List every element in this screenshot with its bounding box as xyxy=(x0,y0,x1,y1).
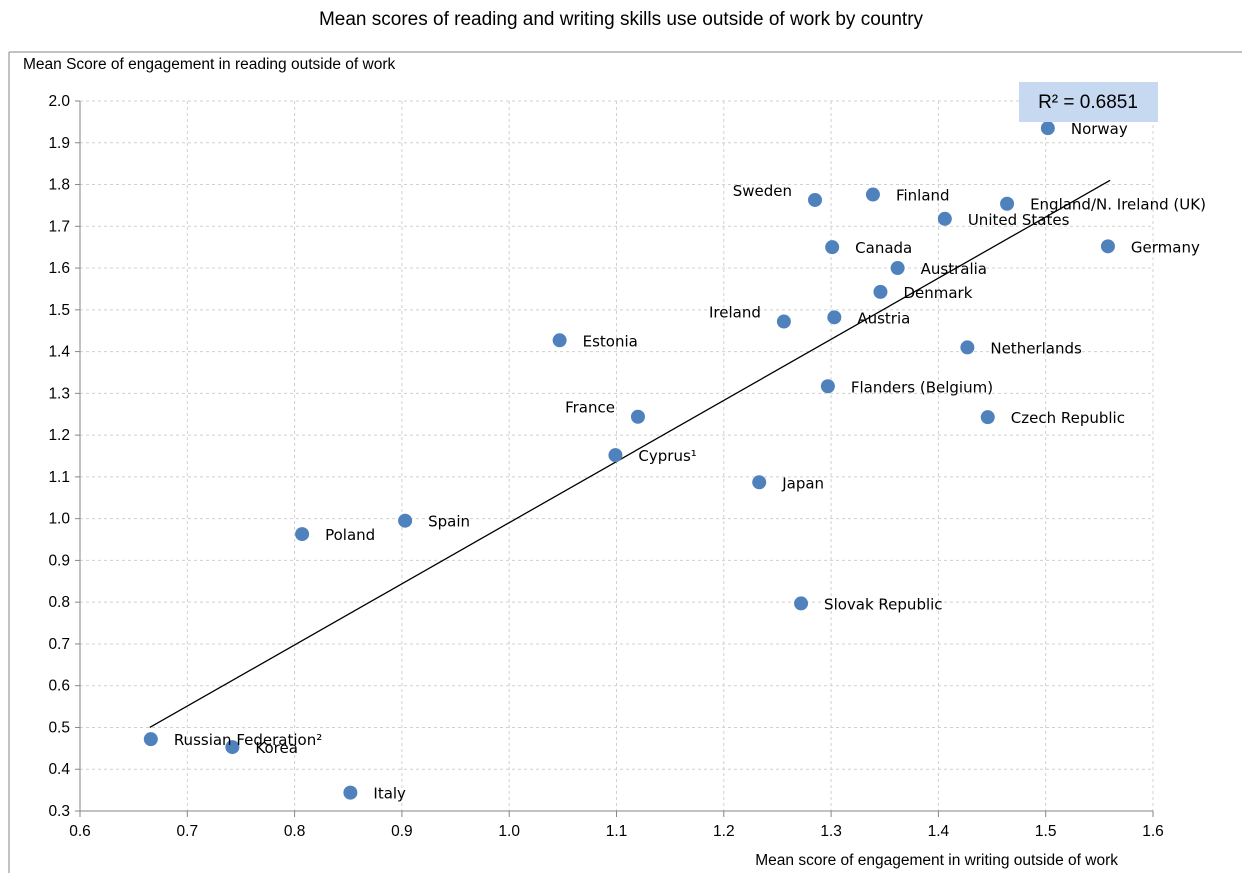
x-tick-label: 1.6 xyxy=(1142,823,1164,840)
data-point xyxy=(873,284,888,299)
y-tick-label: 1.8 xyxy=(48,177,70,194)
trendline xyxy=(149,179,1111,729)
point-label: Australia xyxy=(921,260,987,278)
r-squared-box xyxy=(1019,82,1158,122)
data-point xyxy=(630,409,645,424)
y-tick-label: 1.4 xyxy=(48,344,70,361)
x-tick-label: 0.7 xyxy=(177,823,199,840)
point-label: Ireland xyxy=(709,304,761,322)
y-tick-label: 0.6 xyxy=(48,678,70,695)
point-label: England/N. Ireland (UK) xyxy=(1030,196,1206,214)
y-tick-label: 0.9 xyxy=(48,552,70,569)
point-label: Cyprus¹ xyxy=(638,447,696,465)
y-tick-label: 1.1 xyxy=(48,469,70,486)
x-tick-label: 1.3 xyxy=(820,823,842,840)
x-axis-title: Mean score of engagement in writing outs… xyxy=(755,852,1118,869)
data-point xyxy=(776,314,791,329)
data-point xyxy=(225,740,240,755)
axes xyxy=(75,100,1154,817)
data-point xyxy=(1100,239,1115,254)
data-point xyxy=(1000,196,1015,211)
data-point xyxy=(552,333,567,348)
y-tick-label: 1.6 xyxy=(48,260,70,277)
point-label: Norway xyxy=(1071,120,1128,138)
y-tick-label: 1.0 xyxy=(48,511,70,528)
data-point xyxy=(827,310,842,325)
data-point xyxy=(794,596,809,611)
data-point xyxy=(980,410,995,425)
x-tick-label: 0.8 xyxy=(284,823,306,840)
point-label: Netherlands xyxy=(990,339,1082,357)
y-tick-label: 1.9 xyxy=(48,135,70,152)
gridlines xyxy=(80,100,1154,811)
x-tick-label: 0.9 xyxy=(391,823,413,840)
point-label: Finland xyxy=(896,187,950,205)
y-tick-label: 1.2 xyxy=(48,427,70,444)
point-label: Korea xyxy=(255,739,298,757)
y-tick-label: 0.7 xyxy=(48,636,70,653)
data-point xyxy=(865,187,880,202)
data-point xyxy=(398,513,413,528)
tick-labels: 0.6 0.7 0.8 0.9 1.0 1.1 1.2 1.3 1.4 1.5 1.6 0.3 0.4 0… xyxy=(48,93,1163,840)
y-tick-label: 1.7 xyxy=(48,218,70,235)
data-point xyxy=(143,732,158,747)
x-tick-label: 1.5 xyxy=(1035,823,1057,840)
x-tick-label: 1.0 xyxy=(498,823,520,840)
y-tick-label: 1.3 xyxy=(48,385,70,402)
r-squared-annotation: R² = 0.6851 xyxy=(1038,92,1138,113)
data-point xyxy=(937,211,952,226)
point-label: Flanders (Belgium) xyxy=(851,378,993,396)
data-point xyxy=(960,340,975,355)
data-point xyxy=(808,192,823,207)
data-points xyxy=(143,121,1115,800)
x-tick-label: 1.1 xyxy=(606,823,628,840)
point-label: Russian Federation² xyxy=(174,731,322,749)
x-tick-label: 1.4 xyxy=(928,823,950,840)
chart-title: Mean scores of reading and writing skill… xyxy=(319,9,924,30)
y-tick-label: 0.4 xyxy=(48,761,70,778)
data-point xyxy=(1040,121,1055,136)
y-tick-label: 2.0 xyxy=(48,93,70,110)
point-label: Denmark xyxy=(903,284,972,302)
y-tick-label: 0.5 xyxy=(48,719,70,736)
data-point xyxy=(343,785,358,800)
point-label: Austria xyxy=(857,309,910,327)
data-point xyxy=(752,475,767,490)
point-label: United States xyxy=(968,211,1070,229)
data-point xyxy=(890,261,905,276)
point-label: Japan xyxy=(781,474,824,492)
point-label: Czech Republic xyxy=(1011,409,1125,427)
point-label: Germany xyxy=(1131,238,1200,256)
point-labels: Norway Sweden Finland England/N. Ireland (U… xyxy=(174,120,1206,802)
y-tick-label: 0.8 xyxy=(48,594,70,611)
point-label: Italy xyxy=(373,785,406,803)
x-tick-label: 0.6 xyxy=(69,823,91,840)
point-label: Sweden xyxy=(733,182,792,200)
y-tick-label: 0.3 xyxy=(48,803,70,820)
point-label: Poland xyxy=(325,526,375,544)
point-label: Canada xyxy=(855,239,912,257)
data-point xyxy=(825,240,840,255)
point-label: Spain xyxy=(428,513,470,531)
point-label: Slovak Republic xyxy=(824,595,943,613)
data-point xyxy=(295,527,310,542)
y-axis-title: Mean Score of engagement in reading outs… xyxy=(23,56,395,73)
point-label: France xyxy=(565,399,615,417)
data-point xyxy=(820,379,835,394)
x-tick-label: 1.2 xyxy=(713,823,735,840)
trendline-path xyxy=(149,179,1111,729)
y-tick-label: 1.5 xyxy=(48,302,70,319)
point-label: Estonia xyxy=(583,332,638,350)
data-point xyxy=(608,448,623,463)
